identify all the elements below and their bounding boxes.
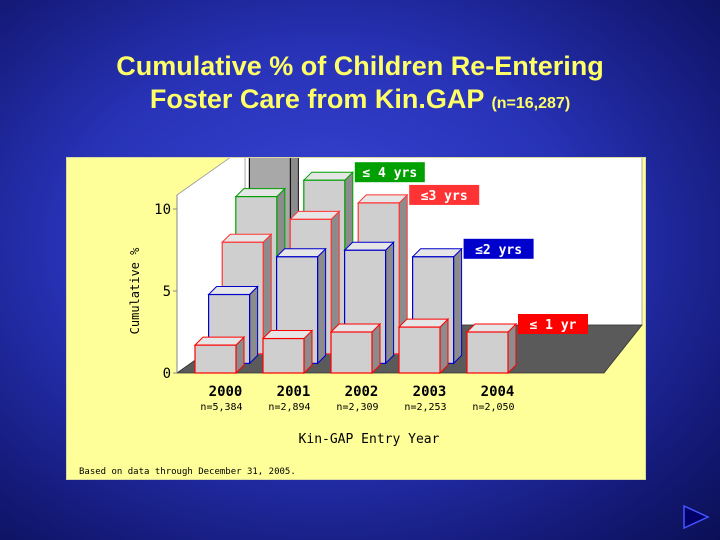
series-label: ≤ 1 yr: [530, 318, 577, 333]
y-tick-label: 5: [163, 284, 171, 300]
bar-top: [302, 171, 355, 181]
series-label-box: [518, 314, 588, 334]
category-n-label: n=2,253: [404, 402, 446, 413]
slide-title: Cumulative % of Children Re-Entering Fos…: [0, 50, 720, 120]
bar-top: [329, 323, 382, 333]
bar-top: [411, 248, 463, 258]
x-tick-label: 2000: [209, 384, 243, 400]
bar-top: [261, 330, 314, 340]
series-label: ≤ 4 yrs: [362, 166, 417, 181]
bar-top: [193, 336, 246, 346]
title-line-1: Cumulative % of Children Re-Entering: [116, 51, 604, 81]
x-tick-label: 2001: [277, 384, 311, 400]
bar-side: [439, 317, 449, 375]
title-sample-size: (n=16,287): [491, 95, 571, 112]
bar-side: [317, 247, 327, 365]
bar-side: [385, 241, 395, 365]
category-n-label: n=2,050: [472, 402, 514, 413]
x-tick-label: 2002: [345, 384, 379, 400]
bar-top: [356, 194, 409, 204]
series-label-box: [463, 238, 534, 259]
bar-top: [220, 233, 273, 243]
bar-top: [465, 323, 518, 333]
chart-footnote: Based on data through December 31, 2005.: [79, 467, 296, 477]
category-n-label: n=5,384: [200, 402, 242, 413]
title-line-2: Foster Care from Kin.GAP (n=16,287): [0, 83, 720, 120]
y-axis-label: Cumulative %: [128, 247, 142, 334]
bar-top: [288, 210, 341, 220]
bar-top: [275, 248, 327, 258]
bar-top: [343, 241, 395, 251]
x-tick-label: 2004: [481, 384, 515, 400]
play-triangle-icon: [683, 504, 710, 530]
cumulative-reentry-chart: 0 5 10 Cumulative % ≤ 1 yr ≤2 yrs ≤3 yrs ≤ 4 yr…: [79, 158, 643, 477]
category-n-label: n=2,309: [336, 402, 378, 413]
title-line-2-text: Foster Care from Kin.GAP: [149, 84, 484, 114]
bar: [466, 331, 509, 374]
bar: [398, 326, 441, 374]
x-tick-label: 2003: [413, 384, 447, 400]
bar-top: [207, 286, 259, 296]
y-tick-label: 0: [163, 366, 171, 382]
bar-top: [397, 318, 450, 328]
bar-side: [249, 285, 259, 365]
y-tick-label: 10: [154, 202, 171, 218]
series-label-box: [409, 184, 480, 205]
bar: [194, 344, 237, 374]
x-axis-label: Kin-GAP Entry Year: [299, 432, 440, 447]
chart-panel: 0 5 10 Cumulative % ≤ 1 yr ≤2 yrs ≤3 yrs ≤ 4 yr…: [66, 157, 646, 480]
bar: [330, 331, 373, 374]
series-label: ≤2 yrs: [475, 243, 522, 258]
series-label-box: [354, 162, 425, 183]
next-slide-button[interactable]: [682, 504, 710, 534]
bar-side: [453, 247, 463, 365]
bar: [262, 337, 305, 374]
series-label: ≤3 yrs: [421, 189, 468, 204]
bar-top: [234, 188, 287, 198]
category-n-label: n=2,894: [268, 402, 310, 413]
